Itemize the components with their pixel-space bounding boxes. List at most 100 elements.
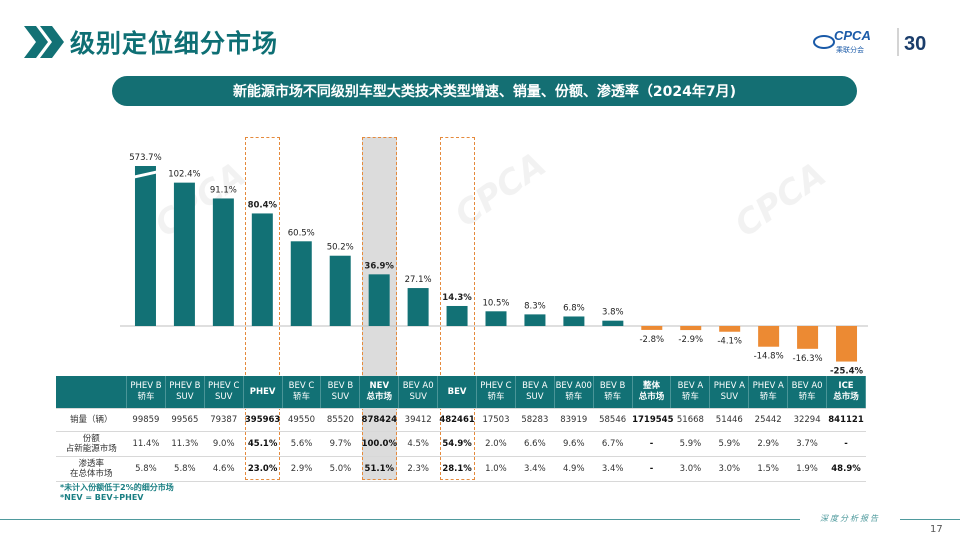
table-cell: 6.7% — [593, 431, 633, 457]
chart-subtitle: 新能源市场不同级别车型大类技术类型增速、销量、份额、渗透率（2024年7月) — [232, 84, 737, 100]
table-cell: 5.6% — [282, 431, 321, 457]
table-cell: 49550 — [282, 408, 321, 432]
table-cell: 5.8% — [126, 456, 166, 482]
table-cell: 58283 — [515, 408, 555, 432]
title-chevron-icon — [24, 26, 64, 58]
table-header-line: 轿车 — [565, 392, 583, 402]
table-cell: 25442 — [748, 408, 788, 432]
table-header-line: SUV — [526, 392, 544, 402]
table-cell: 6.6% — [515, 431, 555, 457]
table-header-line: 总市场 — [638, 392, 665, 402]
table-cell: 54.9% — [437, 431, 477, 457]
cpca-logo-icon: CPCA 乘联分会 30 — [813, 28, 926, 56]
bar-12 — [602, 320, 624, 326]
row-label-line: 在总体市场 — [69, 469, 113, 479]
table-cell: 83919 — [554, 408, 594, 432]
table-header-line: SUV — [176, 392, 194, 402]
table-header-line: 总市场 — [833, 392, 859, 402]
table-header-cell: PHEV B 轿车 — [126, 376, 166, 409]
table-cell: 841121 — [826, 408, 866, 432]
table-header-line: PHEV B — [130, 381, 162, 391]
table-header-line: BEV A — [677, 381, 704, 391]
table-header-line: ICE — [838, 381, 854, 391]
table-header-cell: BEV — [437, 376, 478, 409]
bar-16 — [758, 326, 780, 347]
bar-value-label-9: 10.5% — [482, 298, 509, 308]
table-header-cell: BEV A 轿车 — [670, 376, 711, 409]
table-row-label: 销量（辆） — [56, 408, 127, 432]
bar-8 — [446, 305, 468, 326]
page-number: 17 — [930, 524, 943, 535]
bar-13 — [641, 326, 663, 330]
bar-value-label-4: 60.5% — [288, 228, 315, 238]
bar-value-label-17: -16.3% — [793, 354, 823, 364]
bar-value-label-15: -4.1% — [717, 337, 742, 347]
table-header-line: PHEV — [249, 386, 276, 397]
bar-3 — [251, 213, 273, 326]
table-cell: 3.0% — [670, 456, 710, 482]
table-header-line: PHEV A — [713, 381, 745, 391]
table-cell: 11.4% — [126, 431, 166, 457]
table-header-line: NEV — [369, 381, 390, 391]
table-cell: 51446 — [709, 408, 749, 432]
table-cell: 3.4% — [515, 456, 555, 482]
table-header-cell: BEV B SUV — [320, 376, 361, 409]
bar-value-label-18: -25.4% — [830, 367, 863, 377]
table-header-line: 轿车 — [487, 392, 505, 402]
table-cell: 3.7% — [787, 431, 827, 457]
table-cell: 2.0% — [476, 431, 516, 457]
table-header-row: PHEV B 轿车 PHEV B SUV PHEV C SUV PHEV BEV C 轿车 BEV… — [56, 376, 866, 409]
table-cell: 1.9% — [787, 456, 827, 482]
table-header-cell: PHEV A 轿车 — [748, 376, 789, 409]
bar-1 — [173, 182, 195, 326]
bar-11 — [563, 316, 585, 326]
table-cell: 58546 — [593, 408, 633, 432]
table-cell: 28.1% — [437, 456, 477, 482]
logo-text: CPCA — [834, 28, 871, 43]
bar-17 — [797, 326, 819, 349]
axis-break-mark — [131, 170, 159, 179]
bar-value-label-1: 102.4% — [168, 170, 200, 180]
table-cell: 482461 — [437, 408, 477, 432]
table-cell: - — [826, 431, 866, 457]
row-label-line: 渗透率 — [78, 459, 104, 469]
table-cell: 4.5% — [398, 431, 438, 457]
bar-value-label-5: 50.2% — [327, 243, 354, 253]
table-cell: 39412 — [398, 408, 438, 432]
table-header-cell: ICE 总市场 — [826, 376, 866, 409]
table-cell: 3.0% — [709, 456, 749, 482]
table-cell: 395963 — [243, 408, 283, 432]
table-header-cell: PHEV A SUV — [709, 376, 750, 409]
bar-value-label-16: -14.8% — [754, 352, 784, 362]
row-label-line: 份额 — [82, 434, 100, 444]
bar-5 — [329, 255, 351, 326]
table-corner-cell — [56, 376, 127, 409]
table-header-line: BEV B — [599, 381, 626, 391]
table-header-line: 轿车 — [759, 392, 777, 402]
table-cell: 4.6% — [204, 456, 244, 482]
table-cell: 85520 — [320, 408, 360, 432]
table-header-cell: BEV A SUV — [515, 376, 555, 409]
table-header-line: BEV B — [327, 381, 354, 391]
bar-value-label-8: 14.3% — [442, 293, 472, 303]
table-row-label: 渗透率 在总体市场 — [56, 456, 127, 482]
bar-value-label-10: 8.3% — [524, 301, 546, 311]
table-header-line: BEV A00 — [555, 381, 592, 391]
table-header-line: SUV — [720, 392, 739, 402]
table-cell: 32294 — [787, 408, 827, 432]
data-table: PHEV B 轿车 PHEV B SUV PHEV C SUV PHEV BEV C 轿车 BEV… — [56, 376, 866, 482]
chart-subtitle-bar: 新能源市场不同级别车型大类技术类型增速、销量、份额、渗透率（2024年7月) — [112, 76, 857, 106]
table-header-cell: PHEV B SUV — [165, 376, 205, 409]
bar-value-label-2: 91.1% — [210, 185, 237, 195]
table-header-cell: BEV A0 SUV — [398, 376, 439, 409]
footnote-share: *未计入份额低于2%的细分市场 — [60, 483, 174, 492]
bar-value-label-3: 80.4% — [248, 200, 278, 210]
table-cell: 100.0% — [359, 431, 399, 457]
table-header-cell: PHEV C SUV — [204, 376, 244, 409]
bar-6 — [368, 274, 390, 326]
table-cell: 51.1% — [359, 456, 399, 482]
table-cell: 23.0% — [243, 456, 283, 482]
table-header-cell: NEV 总市场 — [359, 376, 400, 409]
bar-18 — [836, 326, 858, 362]
table-row-label: 份额 占新能源市场 — [56, 431, 127, 457]
